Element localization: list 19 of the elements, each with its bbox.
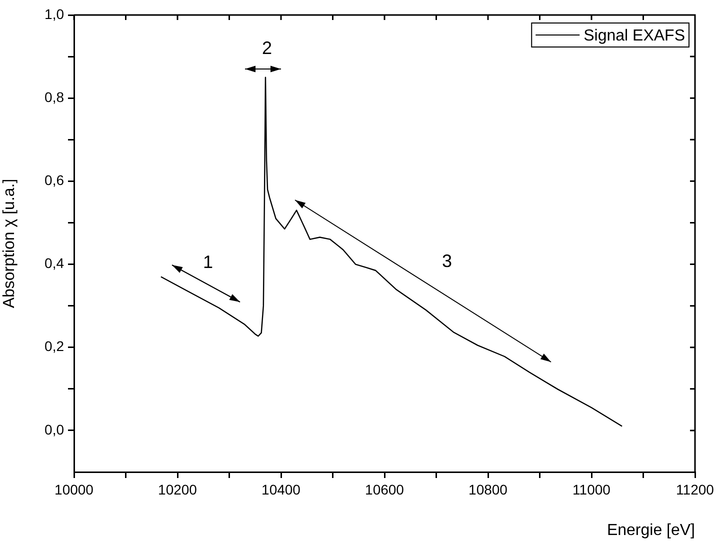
x-tick-label: 10400 (262, 481, 301, 498)
annotation: 2 (262, 38, 272, 58)
x-tick-label: 10200 (158, 481, 198, 498)
y-tick-label: 0,0 (44, 421, 64, 438)
y-tick-label: 0,6 (44, 172, 64, 188)
y-tick-label: 1,0 (44, 6, 64, 22)
x-axis-title: Energie [eV] (606, 522, 695, 539)
x-tick-label: 10000 (54, 481, 94, 498)
x-tick-label: 11200 (676, 481, 714, 498)
y-tick-label: 0,8 (44, 88, 64, 105)
annotation: 1 (202, 252, 214, 272)
y-axis-title: Absorption χ [u.a.] (1, 178, 18, 308)
annotation: 3 (442, 250, 452, 271)
x-tick-label: 10800 (468, 481, 508, 498)
x-tick-label: 10600 (365, 481, 404, 498)
x-tick-label: 11000 (572, 481, 611, 498)
legend-label: Signal EXAFS (584, 27, 686, 44)
y-tick-label: 0,2 (44, 338, 64, 354)
y-tick-label: 0,4 (44, 255, 64, 272)
